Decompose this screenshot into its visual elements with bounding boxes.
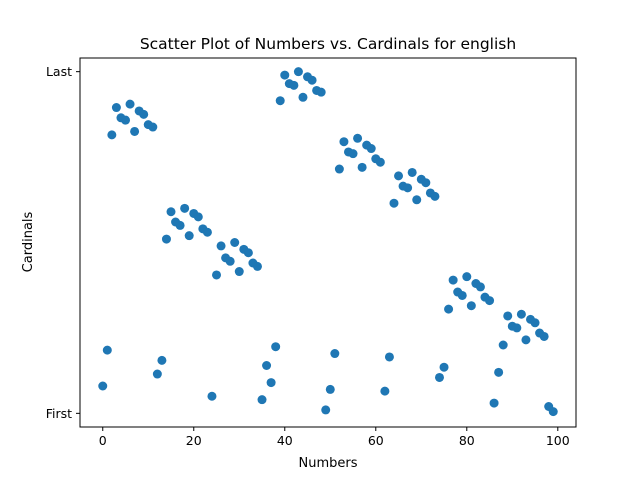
y-tick-label: First [46, 406, 72, 421]
x-tick-label: 100 [546, 433, 570, 448]
data-point [489, 398, 499, 408]
data-point [407, 167, 417, 177]
data-point [157, 355, 167, 365]
data-point [498, 340, 508, 350]
data-point [125, 99, 135, 109]
data-point [466, 301, 476, 311]
data-point [121, 115, 131, 125]
data-point [298, 92, 308, 102]
data-point [334, 164, 344, 174]
data-point [384, 352, 394, 362]
data-point [280, 70, 290, 80]
data-point [175, 220, 185, 230]
y-axis-label: Cardinals [21, 211, 36, 272]
data-point [234, 267, 244, 277]
data-point [293, 67, 303, 77]
data-point [503, 311, 513, 321]
data-point [262, 361, 272, 370]
data-point [516, 309, 526, 319]
data-point [462, 272, 472, 282]
data-point [394, 171, 404, 181]
data-point [389, 198, 399, 208]
data-point [257, 395, 267, 405]
data-point [271, 342, 281, 352]
data-point [444, 304, 454, 314]
data-point [457, 290, 467, 300]
data-point [230, 238, 240, 247]
data-point [307, 75, 317, 85]
data-point [539, 331, 549, 341]
data-point [339, 137, 349, 147]
data-point [166, 207, 176, 217]
data-point [521, 335, 531, 345]
data-point [207, 391, 217, 401]
data-point [316, 87, 326, 97]
data-point [403, 183, 413, 193]
data-point [475, 282, 485, 292]
data-point [348, 149, 358, 159]
data-points [98, 67, 558, 417]
data-point [375, 157, 385, 167]
data-point [485, 296, 495, 306]
plot-area-frame [79, 57, 577, 428]
x-tick-label: 20 [186, 433, 202, 448]
data-point [530, 318, 540, 328]
data-point [366, 144, 376, 154]
data-point [139, 109, 149, 119]
data-point [102, 345, 112, 355]
data-point [266, 378, 276, 388]
data-point [357, 162, 367, 172]
x-tick-label: 60 [368, 433, 384, 448]
x-tick-label: 0 [99, 433, 107, 448]
data-point [225, 256, 235, 266]
data-point [494, 367, 504, 377]
data-point [289, 80, 299, 90]
data-point [448, 275, 458, 285]
data-point [321, 405, 331, 415]
y-axis-ticks: First Last [46, 64, 80, 421]
data-point [275, 96, 285, 106]
data-point [380, 386, 390, 396]
x-axis-ticks: 0 20 40 60 80 100 [99, 427, 570, 448]
data-point [548, 407, 558, 417]
data-point [243, 248, 253, 258]
x-tick-label: 80 [459, 433, 475, 448]
data-point [184, 231, 194, 241]
data-point [180, 203, 190, 213]
x-axis-label: Numbers [299, 456, 358, 471]
data-point [434, 372, 444, 382]
data-point [421, 178, 431, 188]
data-point [130, 126, 140, 136]
data-point [412, 195, 422, 205]
x-tick-label: 40 [277, 433, 293, 448]
data-point [111, 103, 121, 113]
data-point [148, 122, 158, 132]
data-point [161, 234, 171, 244]
data-point [325, 384, 335, 394]
data-point [512, 323, 522, 333]
data-point [252, 261, 262, 271]
data-point [193, 212, 203, 222]
data-point [439, 362, 449, 372]
data-point [216, 241, 226, 251]
data-point [107, 130, 117, 140]
data-point [330, 349, 340, 359]
chart-title: Scatter Plot of Numbers vs. Cardinals fo… [140, 35, 516, 53]
data-point [202, 227, 212, 237]
data-point [98, 381, 108, 391]
data-point [430, 191, 440, 201]
y-tick-label: Last [46, 64, 72, 79]
data-point [212, 270, 222, 280]
data-point [152, 369, 162, 379]
data-point [353, 133, 363, 143]
